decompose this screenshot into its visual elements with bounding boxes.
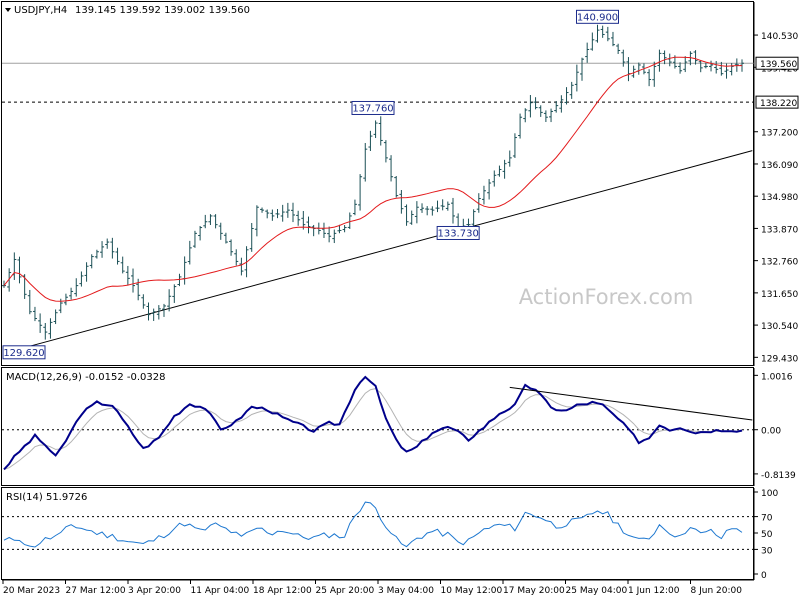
moving-average	[3, 56, 742, 302]
rsi-tick-label: 30	[761, 546, 773, 556]
rsi-tick-label: 0	[761, 571, 767, 581]
time-tick-label: 8 Jun 20:00	[691, 586, 743, 596]
macd-axis: 1.0016 0.00 -0.8139	[753, 368, 796, 486]
time-tick-label: 25 Apr 20:00	[316, 586, 375, 596]
macd-signal-polyline	[3, 388, 743, 470]
rsi-tick-label: 100	[761, 489, 778, 499]
price-tick-label: 134.980	[761, 193, 798, 203]
price-tick-label: 137.200	[761, 129, 798, 139]
annotation-label: 133.730	[437, 228, 478, 239]
macd-trendline-line	[509, 386, 753, 421]
watermark: ActionForex.com	[519, 285, 694, 309]
time-tick-label: 27 Mar 12:00	[66, 586, 126, 596]
macd-tick-label: -0.8139	[761, 471, 796, 481]
time-tick-label: 10 May 12:00	[441, 586, 503, 596]
price-axis: 140.530139.420137.200136.090134.980133.8…	[753, 2, 799, 366]
time-tick-label: 1 Jun 12:00	[628, 586, 680, 596]
rsi-tick-label: 70	[761, 514, 773, 524]
price-tick-label: 132.760	[761, 258, 798, 268]
rsi-polyline	[3, 501, 743, 548]
price-tick-label: 130.540	[761, 322, 798, 332]
price-tick-label: 129.430	[761, 354, 798, 364]
price-panel-frame	[1, 1, 754, 366]
level-price-tag-box	[755, 95, 799, 109]
macd-main-line	[3, 375, 743, 471]
time-tick-label: 17 May 20:00	[503, 586, 565, 596]
annotation-box	[436, 225, 480, 240]
rsi-panel-frame	[1, 487, 754, 580]
current-price-tag: 139.560	[760, 60, 797, 70]
annotation-box	[575, 9, 619, 24]
time-tick-label: 3 Apr 20:00	[128, 586, 181, 596]
macd-main-polyline	[3, 375, 743, 471]
current-price-tag-box	[755, 56, 799, 70]
price-tick-label: 133.870	[761, 225, 798, 235]
rsi-label: RSI(14) 51.9726	[6, 492, 87, 503]
annotation-box	[351, 100, 395, 115]
trendline-line	[9, 150, 753, 353]
time-tick-label: 11 Apr 04:00	[191, 586, 250, 596]
dropdown-arrow-icon[interactable]	[5, 8, 11, 12]
macd-tick-label: 1.0016	[761, 372, 793, 382]
rsi-axis: 100 70 50 30 0	[753, 488, 778, 581]
price-annotations: 129.620 137.760 133.730 140.900	[2, 9, 619, 360]
rsi-tick-label: 50	[761, 530, 773, 540]
macd-panel-frame	[1, 367, 754, 486]
macd-label: MACD(12,26,9) -0.0152 -0.0328	[6, 372, 166, 383]
time-axis: 20 Mar 2023 27 Mar 12:00 3 Apr 20:00 11 Apr…	[2, 579, 754, 596]
level-price-tag: 138.220	[760, 99, 797, 109]
support-trendline	[9, 150, 753, 353]
price-tick-label: 140.530	[761, 32, 798, 42]
annotation-label: 137.760	[352, 103, 393, 114]
price-tick-label: 136.090	[761, 161, 798, 171]
annotation-label: 129.620	[3, 348, 44, 359]
rsi-line	[3, 501, 743, 548]
ohlc-values: 139.145 139.592 139.002 139.560	[75, 5, 250, 16]
symbol-label: USDJPY,H4	[14, 5, 67, 16]
price-bars	[2, 24, 744, 340]
macd-trendline	[509, 386, 753, 421]
macd-tick-label: 0.00	[761, 427, 781, 437]
annotation-box	[2, 345, 46, 360]
time-tick-label: 3 May 04:00	[378, 586, 434, 596]
moving-average-line	[3, 56, 742, 302]
price-tick-label: 131.650	[761, 290, 798, 300]
time-tick-label: 25 May 04:00	[566, 586, 628, 596]
annotation-label: 140.900	[577, 12, 618, 23]
time-tick-label: 18 Apr 12:00	[253, 586, 312, 596]
rsi-level-lines	[2, 516, 754, 550]
time-tick-label: 20 Mar 2023	[3, 586, 60, 596]
macd-signal-line	[3, 388, 743, 470]
